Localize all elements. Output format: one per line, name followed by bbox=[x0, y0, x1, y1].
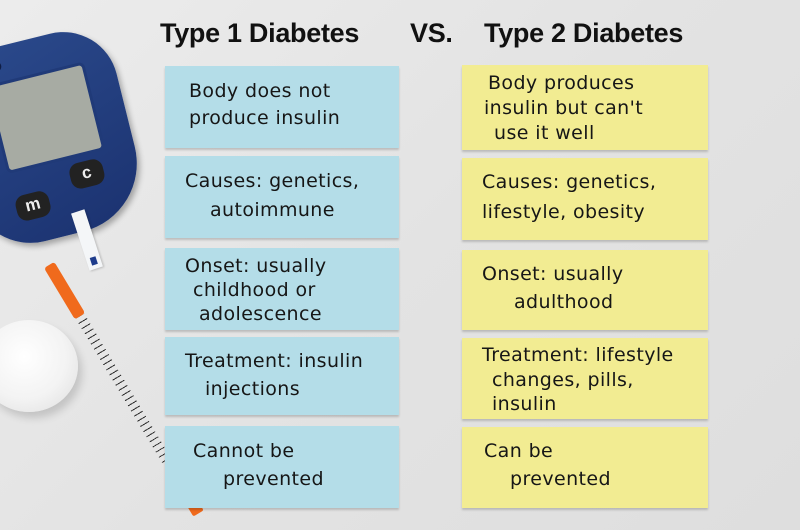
type1-card-insulin: Body does not produce insulin bbox=[165, 66, 399, 148]
card-text: produce insulin bbox=[189, 107, 341, 129]
card-text: insulin but can't bbox=[484, 97, 644, 119]
card-text: Treatment: insulin bbox=[185, 350, 364, 372]
card-text: Body does not bbox=[189, 80, 331, 102]
card-text: adolescence bbox=[199, 303, 322, 325]
type1-card-onset: Onset: usually childhood or adolescence bbox=[165, 248, 399, 330]
card-text: Body produces bbox=[488, 72, 635, 94]
card-text: Causes: genetics, bbox=[482, 171, 657, 193]
type2-card-treatment: Treatment: lifestyle changes, pills, ins… bbox=[462, 338, 708, 419]
meter-m-button: m bbox=[13, 189, 53, 223]
meter-screen bbox=[0, 61, 106, 175]
card-text: Cannot be bbox=[193, 440, 295, 462]
card-text: Treatment: lifestyle bbox=[482, 344, 674, 366]
card-text: use it well bbox=[494, 122, 595, 144]
card-text: insulin bbox=[492, 393, 557, 415]
card-text: changes, pills, bbox=[492, 369, 634, 391]
type1-card-treatment: Treatment: insulin injections bbox=[165, 337, 399, 415]
type1-card-causes: Causes: genetics, autoimmune bbox=[165, 156, 399, 238]
heading-type1: Type 1 Diabetes bbox=[160, 18, 360, 48]
type2-card-prevention: Can be prevented bbox=[462, 427, 708, 508]
card-text: prevented bbox=[223, 468, 324, 490]
card-text: adulthood bbox=[514, 291, 614, 313]
card-text: injections bbox=[205, 378, 301, 400]
card-text: Onset: usually bbox=[185, 255, 327, 277]
heading-vs: VS. bbox=[410, 18, 453, 48]
meter-c-button: c bbox=[67, 157, 107, 191]
card-text: Can be bbox=[484, 440, 554, 462]
meter-hole bbox=[0, 60, 3, 73]
card-text: prevented bbox=[510, 468, 611, 490]
card-text: Causes: genetics, bbox=[185, 170, 360, 192]
card-text: autoimmune bbox=[210, 199, 335, 221]
type2-card-onset: Onset: usually adulthood bbox=[462, 250, 708, 330]
card-text: Onset: usually bbox=[482, 263, 624, 285]
type2-card-insulin: Body produces insulin but can't use it w… bbox=[462, 65, 708, 150]
card-text: lifestyle, obesity bbox=[482, 201, 646, 223]
pill-bottle bbox=[0, 320, 78, 412]
type1-card-prevention: Cannot be prevented bbox=[165, 426, 399, 508]
type2-card-causes: Causes: genetics, lifestyle, obesity bbox=[462, 158, 708, 240]
card-text: childhood or bbox=[193, 279, 316, 301]
heading-type2: Type 2 Diabetes bbox=[484, 18, 684, 48]
